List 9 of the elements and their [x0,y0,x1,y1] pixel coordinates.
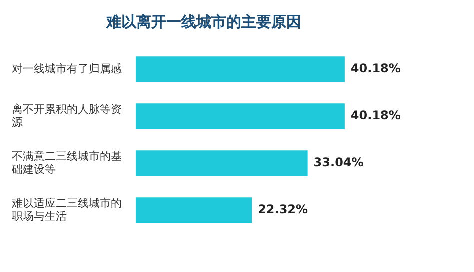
data-label: 40.18% [350,108,401,123]
chart-title: 难以离开一线城市的主要原因 [106,12,302,31]
data-label: 22.32% [258,202,308,217]
y-tick-label: 不满意二三线城市的基础建设等 [11,150,122,176]
y-tick-label: 对一线城市有了归属感 [12,62,122,76]
data-label: 40.18% [350,62,401,76]
data-label: 33.04% [314,156,364,170]
y-tick-label: 离不开累积的人脉等资源 [12,102,122,129]
y-tick-label: 难以适应二三线城市的职场与生活 [12,196,122,223]
